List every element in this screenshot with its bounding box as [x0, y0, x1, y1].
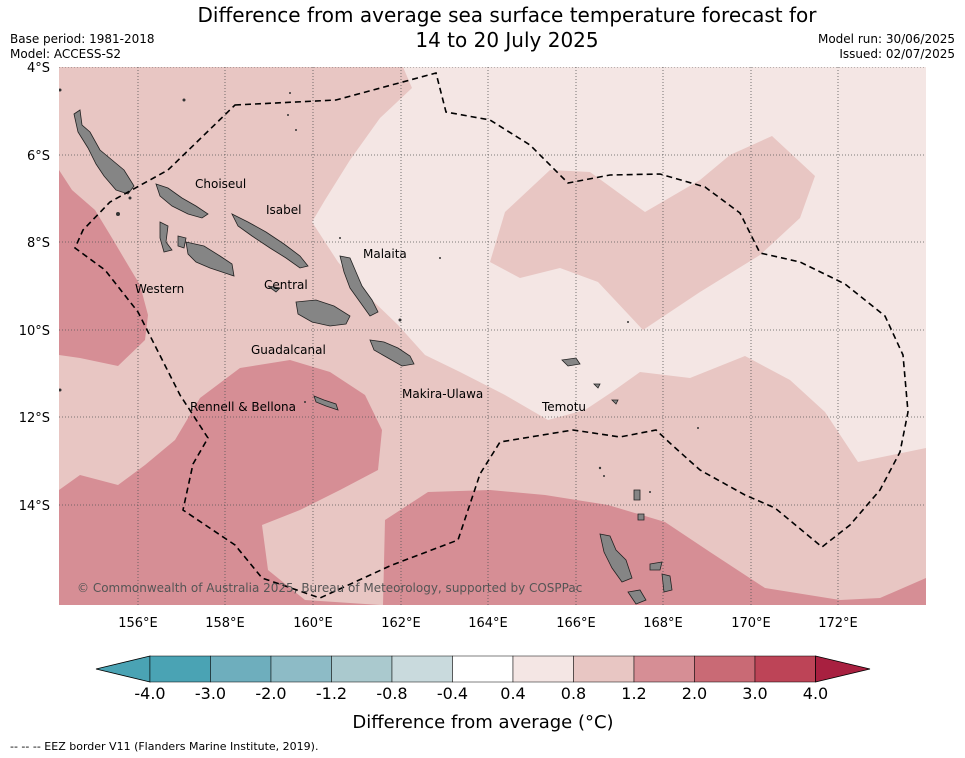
island-vanuatu-santo	[599, 533, 633, 583]
island-new-georgia	[185, 241, 235, 277]
island-tikopia	[611, 399, 619, 405]
colorbar-ticks: -4.0 -3.0 -2.0 -1.2 -0.8 -0.4 0.4 0.8 1.2 2.0 3.0 4…	[134, 684, 828, 703]
island-rennell	[313, 395, 339, 411]
colorbar-tick-label: -4.0	[134, 684, 165, 703]
lat-label: 14°S	[19, 499, 50, 514]
island-choiseul	[155, 183, 209, 219]
label-guadalcanal: Guadalcanal	[251, 343, 326, 357]
map-panel: Choiseul Isabel Malaita Western Central …	[59, 67, 926, 605]
lon-label: 158°E	[205, 616, 245, 631]
meta-right: Model run: 30/06/2025 Issued: 02/07/2025	[818, 32, 955, 62]
colorbar-tick-label: 0.4	[500, 684, 525, 703]
colorbar-cell	[573, 655, 635, 683]
copyright-text: © Commonwealth of Australia 2025, Bureau…	[77, 581, 582, 595]
eez-legend-text: -- -- -- EEZ border V11 (Flanders Marine…	[10, 740, 319, 753]
lon-label: 166°E	[556, 616, 596, 631]
colorbar-tick-label: 0.8	[561, 684, 586, 703]
lon-label: 170°E	[731, 616, 771, 631]
colorbar-tick-label: 4.0	[803, 684, 828, 703]
colorbar: -4.0 -3.0 -2.0 -1.2 -0.8 -0.4 0.4 0.8 1.2 2.0 3.0 4…	[95, 655, 871, 733]
label-isabel: Isabel	[266, 203, 301, 217]
island-vanuatu-efate	[627, 589, 647, 605]
colorbar-cell	[694, 655, 756, 683]
base-period: Base period: 1981-2018	[10, 32, 155, 46]
island-vanuatu-maewo	[649, 561, 663, 571]
colorbar-extend-low	[95, 655, 151, 683]
island-vanuatu-malekula	[661, 573, 673, 593]
colorbar-cells	[95, 655, 871, 683]
issued-date: Issued: 02/07/2025	[839, 47, 955, 61]
colorbar-cell	[754, 655, 816, 683]
island-guadalcanal	[295, 299, 351, 327]
lon-label: 156°E	[118, 616, 158, 631]
place-labels: Choiseul Isabel Malaita Western Central …	[135, 177, 586, 414]
lon-label: 168°E	[643, 616, 683, 631]
island-russell	[267, 285, 281, 293]
lat-label: 8°S	[27, 236, 50, 251]
label-makira-ulawa: Makira-Ulawa	[402, 387, 483, 401]
colorbar-cell	[331, 655, 393, 683]
colorbar-cell	[452, 655, 514, 683]
island-makira	[369, 339, 415, 367]
lon-label: 172°E	[818, 616, 858, 631]
label-choiseul: Choiseul	[195, 177, 246, 191]
anomaly-region-1.2-2.0-south	[59, 360, 926, 605]
eez-border	[74, 72, 909, 599]
lat-labels: 4°S 6°S 8°S 10°S 12°S 14°S	[19, 61, 50, 514]
model-name: Model: ACCESS-S2	[10, 47, 122, 61]
label-western: Western	[135, 282, 184, 296]
meta-left: Base period: 1981-2018 Model: ACCESS-S2	[10, 32, 155, 62]
colorbar-cell	[391, 655, 453, 683]
label-malaita: Malaita	[363, 247, 407, 261]
island-ranongga	[177, 235, 187, 249]
colorbar-tick-label: -0.4	[437, 684, 468, 703]
colorbar-tick-label: 3.0	[742, 684, 767, 703]
label-central: Central	[264, 278, 308, 292]
islands	[73, 109, 673, 605]
colorbar-tick-label: -3.0	[195, 684, 226, 703]
colorbar-tick-label: 1.2	[621, 684, 646, 703]
colorbar-cell	[633, 655, 695, 683]
colorbar-tick-label: -1.2	[316, 684, 347, 703]
title-line-1: Difference from average sea surface temp…	[197, 3, 817, 27]
island-malaita	[339, 255, 379, 317]
colorbar-cell	[149, 655, 211, 683]
lat-label: 10°S	[19, 324, 50, 339]
colorbar-tick-label: 2.0	[682, 684, 707, 703]
island-vella	[159, 221, 173, 253]
lat-label: 6°S	[27, 149, 50, 164]
graticule	[59, 67, 926, 605]
lon-label: 160°E	[293, 616, 333, 631]
anomaly-region-0.8-1.2-inner	[490, 136, 815, 330]
colorbar-tick-label: -0.8	[376, 684, 407, 703]
colorbar-cell	[270, 655, 332, 683]
lat-label: 12°S	[19, 411, 50, 426]
island-isabel	[231, 213, 309, 269]
model-run: Model run: 30/06/2025	[817, 32, 955, 46]
lon-label: 162°E	[381, 616, 421, 631]
label-temotu: Temotu	[541, 400, 586, 414]
lat-label: 4°S	[27, 61, 50, 76]
lon-labels: 156°E 158°E 160°E 162°E 164°E 166°E 168°…	[118, 616, 858, 631]
colorbar-label: Difference from average (°C)	[352, 712, 613, 733]
island-banks-2	[637, 513, 645, 521]
map-title: Difference from average sea surface temp…	[160, 3, 854, 53]
colorbar-cell	[210, 655, 272, 683]
label-rennell-bellona: Rennell & Bellona	[190, 400, 296, 414]
lon-label: 164°E	[468, 616, 508, 631]
island-vanikoro	[593, 383, 601, 389]
title-line-2: 14 to 20 July 2025	[415, 28, 599, 52]
islets	[59, 88, 699, 493]
colorbar-tick-label: -2.0	[255, 684, 286, 703]
colorbar-extend-high	[815, 655, 871, 683]
island-banks-1	[633, 489, 641, 501]
colorbar-cell	[512, 655, 574, 683]
island-choiseul-region	[73, 109, 135, 195]
island-ndende	[561, 357, 581, 367]
